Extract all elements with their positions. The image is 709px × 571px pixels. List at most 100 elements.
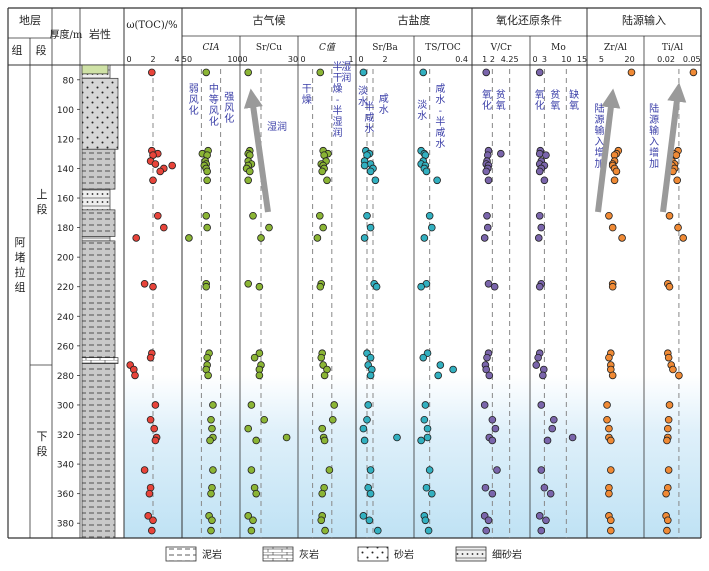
data-point-tial [662, 489, 670, 498]
group-header-terrigenous: 陆源输入 [622, 13, 666, 27]
panel-tick-label: 0.4 [455, 55, 468, 64]
data-point-c [328, 415, 337, 424]
data-point-mo [542, 151, 550, 159]
data-point-vcr [488, 489, 497, 498]
data-point-srcu [244, 424, 253, 433]
lithology-bed [81, 240, 116, 359]
data-point-tstoc [422, 167, 431, 176]
depth-tick-label: 260 [57, 342, 74, 352]
annotation-label: 咸水-半咸水 [435, 83, 445, 150]
depth-tick-label: 220 [57, 283, 74, 293]
depth-tick-label: 240 [57, 313, 74, 323]
data-point-srcu [249, 516, 257, 525]
data-point-tial [669, 365, 677, 374]
data-point-toc [149, 176, 157, 185]
data-point-vcr [490, 282, 499, 291]
data-point-zral [627, 68, 636, 77]
data-point-zral [608, 223, 617, 232]
depth-tick-label: 280 [57, 372, 74, 382]
data-point-toc [160, 223, 168, 232]
data-point-c [320, 436, 329, 445]
panel-tick-label: 30 [288, 55, 298, 64]
data-point-toc [146, 415, 155, 424]
annotation-label: 淡水 [417, 99, 427, 122]
data-point-srba [359, 68, 368, 77]
data-point-cia [203, 176, 211, 185]
data-point-toc [151, 436, 160, 445]
legend-label: 泥岩 [202, 548, 222, 561]
panel-zral: Zr/Al5 20 陆源输入增加 [595, 43, 636, 535]
data-point-tial [665, 282, 674, 291]
data-point-c [313, 234, 322, 242]
data-point-toc [154, 211, 162, 220]
group-header-redox: 氧化还原条件 [496, 13, 562, 27]
data-point-vcr [485, 371, 494, 380]
data-point-c [319, 223, 327, 232]
data-point-tial [663, 526, 671, 535]
depth-tick-label: 360 [57, 490, 74, 500]
panel-tick-label: 20 [625, 55, 635, 64]
data-point-tstoc [434, 371, 443, 380]
data-point-srba [360, 161, 369, 170]
data-point-toc [132, 234, 141, 242]
lithology-bed [81, 188, 111, 211]
data-point-vcr [488, 415, 497, 424]
data-point-vcr [484, 176, 493, 185]
data-point-tstoc [420, 415, 429, 424]
data-point-srba [366, 223, 375, 232]
depth-header: 厚度/m [50, 28, 83, 41]
data-point-tstoc [427, 223, 436, 232]
data-point-srcu [247, 526, 256, 535]
data-point-srba [366, 489, 375, 498]
panel-tick-label: 50 [182, 55, 192, 64]
legend-swatch [357, 546, 389, 562]
legend-swatch [262, 546, 294, 562]
lithology-header: 岩性 [89, 27, 111, 41]
lithology-bed [81, 236, 111, 242]
data-point-tial [664, 466, 673, 474]
data-point-tstoc [424, 526, 433, 535]
legend-swatch [455, 546, 487, 562]
data-point-srcu [244, 512, 253, 520]
lithology-bed [81, 77, 119, 150]
data-point-zral [603, 415, 611, 424]
data-point-tial [665, 401, 674, 409]
member-col-header: 段 [36, 43, 47, 57]
data-point-srba [366, 353, 375, 362]
annotation-label: 缺氧 [569, 88, 579, 112]
data-point-srcu [247, 466, 256, 474]
data-point-vcr [483, 223, 492, 232]
data-point-mo [535, 211, 544, 220]
data-point-vcr [497, 149, 505, 158]
legend-label: 砂岩 [394, 548, 414, 561]
data-point-mo [539, 371, 547, 380]
data-point-zral [612, 167, 621, 176]
data-point-srcu [247, 401, 256, 409]
data-point-tial [675, 371, 683, 380]
data-point-vcr [493, 466, 501, 474]
panel-label: V/Cr [490, 43, 512, 53]
panel-tick-label: 3 [542, 55, 547, 64]
data-point-srba [363, 211, 371, 220]
data-point-srba [366, 371, 375, 380]
data-point-c [316, 68, 325, 77]
group-header-paleoclimate: 古气候 [253, 13, 286, 27]
data-point-tstoc [423, 433, 432, 442]
data-point-cia [209, 401, 217, 409]
data-point-c [318, 167, 327, 176]
data-point-srcu [282, 433, 291, 442]
data-point-srcu [250, 353, 259, 362]
toc-header: ω(TOC)/% [126, 20, 177, 31]
data-point-mo [548, 424, 557, 433]
data-point-toc [131, 371, 139, 380]
data-point-mo [543, 436, 552, 445]
data-point-srcu [255, 349, 264, 358]
panel-tial: Ti/Al 0.02 0.05 陆源输入增加 [649, 43, 701, 538]
data-point-srba [372, 282, 381, 291]
data-point-tial [664, 353, 673, 362]
trend-arrows [243, 82, 687, 213]
data-point-toc [151, 401, 160, 409]
depth-tick-label: 180 [57, 224, 74, 234]
